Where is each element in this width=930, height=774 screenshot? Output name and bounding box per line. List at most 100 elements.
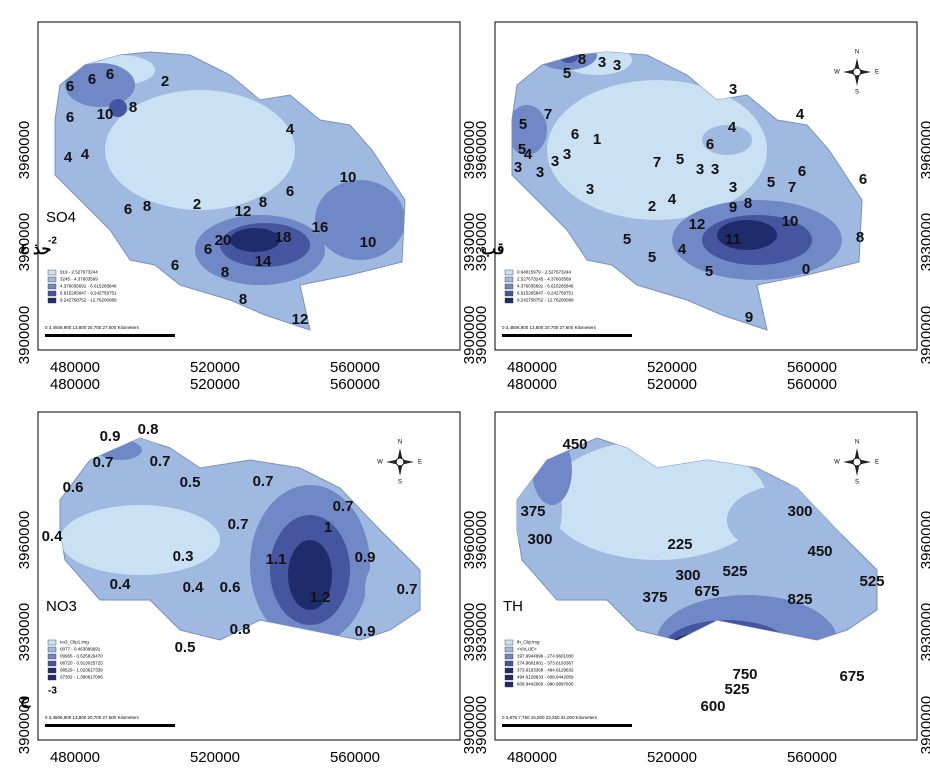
contour-label: 18: [275, 229, 292, 246]
contour-label: 7: [653, 154, 661, 171]
legend-label: 6.615265847 - 9.242758751: [60, 291, 117, 296]
contour-label: 3: [711, 161, 719, 178]
legend-label: 07302 - 1.390617006: [60, 675, 103, 680]
contour-label: 1: [593, 131, 601, 148]
contour-label: 6: [286, 183, 294, 200]
contour-label: 3: [729, 179, 737, 196]
contour-label: 6: [571, 126, 579, 143]
x-tick-label: 480000: [507, 359, 557, 376]
map-panel: 4800004800005200005200005600005600003960…: [16, 376, 478, 766]
compass-letter: W: [834, 460, 840, 466]
contour-label: 8: [129, 99, 137, 116]
contour-label: 0.7: [397, 581, 418, 598]
legend-label: 6.615265847 - 9.242758751: [517, 291, 574, 296]
contour-zone: [60, 505, 220, 575]
contour-label: 450: [807, 543, 832, 560]
compass-letter: E: [418, 460, 422, 466]
contour-label: 825: [787, 591, 812, 608]
contour-label: 5: [519, 116, 527, 133]
contour-label: 6: [798, 163, 806, 180]
panel-name: TH: [503, 598, 523, 615]
contour-label: 6: [66, 109, 74, 126]
figure: 4800004800005200005200005600005600003960…: [0, 0, 930, 769]
contour-label: 0.6: [63, 479, 84, 496]
legend-swatch: [505, 654, 513, 659]
legend-label: 4.376035691 - 6.615265846: [517, 284, 574, 289]
x-tick-label: 480000: [50, 749, 100, 766]
contour-label: 0.5: [175, 639, 196, 656]
x-tick-label: 520000: [190, 0, 240, 3]
contour-label: 1.1: [266, 551, 287, 568]
contour-label: 7: [544, 106, 552, 123]
contour-label: 8: [259, 194, 267, 211]
contour-label: 9: [729, 199, 737, 216]
contour-label: 4: [81, 146, 90, 163]
scale-label: 0 3,875 7,750 15,500 23,250 31,000 Kilom…: [502, 715, 598, 720]
legend-label: no3_Clip1.img: [60, 640, 89, 645]
contour-label: 0.9: [355, 549, 376, 566]
x-tick-label: 520000: [647, 749, 697, 766]
contour-label: 9: [745, 309, 753, 326]
contour-label: 0.7: [93, 454, 114, 471]
contour-label: 0.6: [220, 579, 241, 596]
contour-label: 8: [856, 229, 864, 246]
legend-swatch: [48, 640, 56, 645]
x-tick-label: 480000: [507, 376, 557, 393]
legend-swatch: [505, 640, 513, 645]
scale-bar: [45, 724, 175, 727]
contour-label: 450: [562, 436, 587, 453]
contour-label: 0.7: [228, 516, 249, 533]
contour-label: 12: [235, 203, 252, 220]
legend-swatch: [48, 270, 56, 275]
contour-label: 8: [744, 195, 752, 212]
scale-label: 0 3,4506,900 13,800 20,700 27,600 Kilome…: [45, 325, 140, 330]
scale-bar: [502, 334, 632, 337]
contour-label: 4: [728, 119, 737, 136]
y-tick-label: 3960000: [473, 121, 490, 179]
contour-label: 4: [796, 106, 805, 123]
y-tick-label: 3930000: [16, 603, 33, 661]
contour-label: 10: [360, 234, 377, 251]
compass-center: [853, 458, 861, 466]
contour-label: 8: [239, 291, 247, 308]
legend-label: <VALUE>: [517, 647, 537, 652]
map-panel: 4800004800005200005200005600005600003960…: [16, 0, 478, 376]
contour-label: 6: [859, 171, 867, 188]
contour-label: 5: [623, 231, 631, 248]
contour-label: 14: [255, 253, 272, 270]
contour-label: 2: [193, 196, 201, 213]
compass-letter: E: [875, 70, 879, 76]
contour-label: 20: [215, 232, 232, 249]
contour-label: 375: [520, 503, 545, 520]
contour-label: 4: [286, 121, 295, 138]
contour-zone: [230, 228, 280, 252]
legend-swatch: [505, 291, 513, 296]
map-panel: 4800004800005200005200005600005600003960…: [473, 376, 930, 766]
y-tick-label: 3900000: [473, 696, 490, 754]
contour-label: 0.7: [333, 498, 354, 515]
contour-label: 3: [536, 164, 544, 181]
x-tick-label: 480000: [50, 376, 100, 393]
x-tick-label: 560000: [787, 0, 837, 3]
legend-swatch: [48, 675, 56, 680]
map-panel: 4800004800005200005200005600005600003960…: [471, 0, 930, 376]
y-tick-label: 3930000: [918, 603, 930, 661]
x-tick-label: 520000: [647, 376, 697, 393]
legend-label: 08529 - 1.023617339: [60, 668, 103, 673]
contour-label: 8: [578, 51, 586, 68]
compass-letter: N: [398, 440, 402, 446]
x-tick-label: 560000: [330, 376, 380, 393]
y-tick-label: 3900000: [918, 306, 930, 364]
panel-name: SO4: [46, 209, 76, 226]
contour-label: 6: [204, 241, 212, 258]
legend-label: 373.6193368 - 494.6129632: [517, 668, 574, 673]
x-tick-label: 520000: [190, 359, 240, 376]
contour-label: 7: [788, 179, 796, 196]
contour-label: 3: [598, 54, 606, 71]
contour-label: 6: [106, 66, 114, 83]
contour-label: 4: [668, 191, 677, 208]
contour-label: 0.7: [150, 453, 171, 470]
contour-label: 0.4: [110, 576, 132, 593]
y-tick-label: 3960000: [473, 511, 490, 569]
contour-label: 300: [787, 503, 812, 520]
